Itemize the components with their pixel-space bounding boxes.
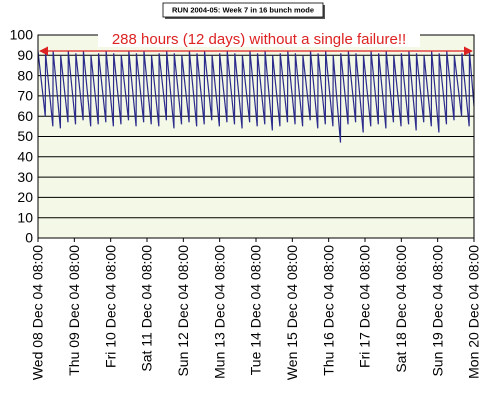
y-tick-label: 10 [17,209,33,225]
y-tick-label: 70 [17,88,33,104]
y-tick-label: 40 [17,149,33,165]
x-tick-label: Mun 13 Dec 04 08:00 [211,245,227,379]
axes: 0 10 20 30 40 50 60 70 80 90 100 Wed 08 Dec 04 08:0… [10,27,482,380]
x-tick-label: Tue 14 Dec 04 08:00 [248,245,264,375]
y-tick-label: 80 [17,67,33,83]
series-line [37,51,475,143]
x-tick-label: Sat 11 Dec 04 08:00 [139,245,155,372]
annotation-background [98,31,420,47]
x-tick-label: Mon 20 Dec 04 08:00 [466,245,482,379]
x-tick-label: Fri 17 Dec 04 08:00 [357,245,373,368]
x-tick-label: Fri 10 Dec 04 08:00 [102,245,118,368]
y-tick-label: 90 [17,47,33,63]
annotation: 288 hours (12 days) without a single fai… [112,31,406,48]
y-tick-label: 50 [17,128,33,144]
series [37,51,475,143]
x-tick-label: Sun 12 Dec 04 08:00 [175,245,191,377]
x-tick-label: Sat 18 Dec 04 08:00 [393,245,409,373]
y-tick-label: 60 [17,108,33,124]
title-box [162,2,324,18]
y-tick-label: 100 [10,27,34,43]
x-tick-label: Thu 16 Dec 04 08:00 [320,245,336,376]
x-tick-label: Thu 09 Dec 04 08:00 [66,245,82,376]
x-tick-label: Wed 08 Dec 04 08:00 [30,245,46,380]
chart-title: RUN 2004-05: Week 7 in 16 bunch mode [172,5,314,14]
x-tick-label: Wen 15 Dec 04 08:00 [284,245,300,380]
y-tick-label: 20 [17,189,33,205]
y-tick-label: 0 [25,230,33,246]
y-tick-label: 30 [17,169,33,185]
x-tick-label: Sun 19 Dec 04 08:00 [429,245,445,377]
